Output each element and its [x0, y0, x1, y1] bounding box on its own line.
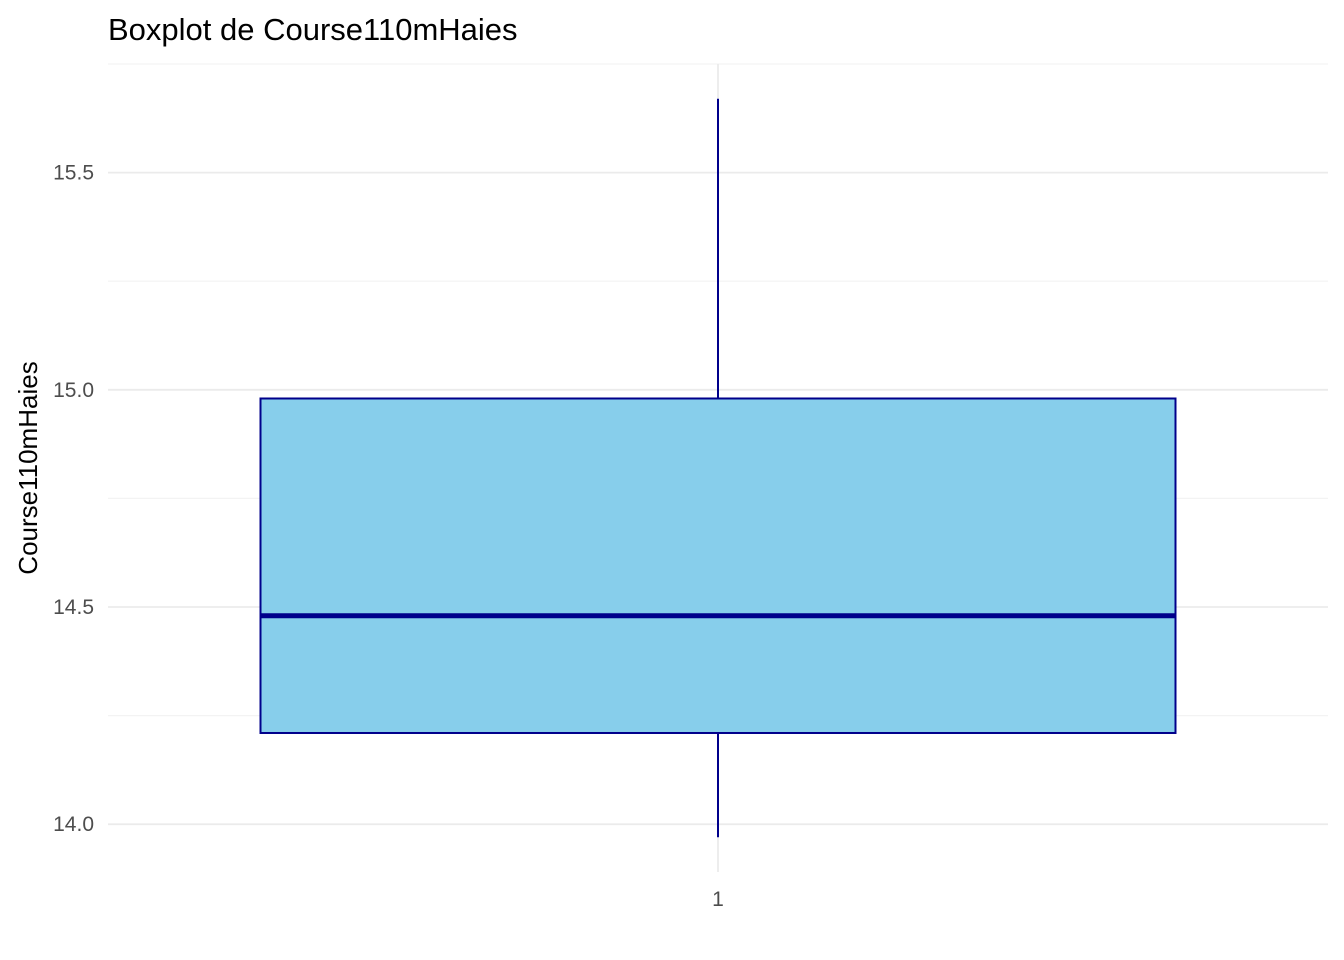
y-axis-title: Course110mHaies [13, 361, 43, 574]
y-tick-label: 15.5 [53, 162, 94, 185]
x-axis-ticks: 1 [712, 888, 724, 911]
box-iqr [259, 397, 1177, 734]
boxes [259, 98, 1177, 838]
y-axis-ticks: 14.0 14.5 15.0 15.5 [53, 162, 94, 837]
y-tick-label: 14.0 [53, 813, 94, 836]
x-tick-label: 1 [712, 888, 724, 911]
y-tick-label: 14.5 [53, 596, 94, 619]
chart-title: Boxplot de Course110mHaies [108, 12, 518, 47]
y-tick-label: 15.0 [53, 379, 94, 402]
